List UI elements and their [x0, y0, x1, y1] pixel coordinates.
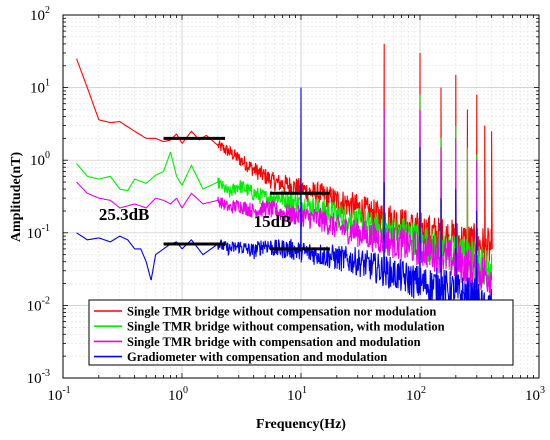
- tick-exponent: 3: [540, 385, 545, 396]
- tick-base: 10: [47, 388, 62, 404]
- tick-exponent: -3: [42, 368, 50, 379]
- legend-label-2: Single TMR bridge without compensation, …: [127, 320, 445, 334]
- annotations: 25.3dB 15dB: [99, 205, 292, 231]
- x-tick-label: 10-1: [47, 385, 70, 404]
- x-tick-label: 102: [406, 385, 426, 404]
- series-lines: [76, 43, 493, 330]
- tick-base: 10: [168, 388, 183, 404]
- tick-exponent: -1: [62, 385, 70, 396]
- legend-entries: Single TMR bridge without compensation n…: [94, 305, 445, 364]
- x-tick-label: 101: [287, 385, 307, 404]
- y-tick-label: 102: [30, 5, 50, 24]
- y-tick-label: 10-2: [27, 295, 50, 314]
- x-tick-labels: 10-1 100 101 102 103: [47, 385, 545, 404]
- legend-label-3: Single TMR bridge with compensation and …: [127, 335, 421, 349]
- tick-exponent: 0: [183, 385, 188, 396]
- legend-label-4: Gradiometer with compensation and modula…: [127, 350, 387, 364]
- series-line-3: [76, 109, 493, 296]
- tick-base: 10: [30, 153, 45, 169]
- x-tick-label: 103: [525, 385, 545, 404]
- tick-exponent: 2: [45, 5, 50, 16]
- x-axis-title: Frequency(Hz): [256, 417, 346, 432]
- axis-ticks: [62, 15, 539, 379]
- y-tick-label: 10-3: [27, 368, 50, 387]
- legend-label-1: Single TMR bridge without compensation n…: [127, 305, 436, 319]
- tick-base: 10: [287, 388, 302, 404]
- reference-lines: [163, 136, 330, 251]
- tick-base: 10: [525, 388, 540, 404]
- y-tick-label: 10-1: [27, 223, 50, 242]
- tick-exponent: 0: [45, 150, 50, 161]
- annotation-2: 15dB: [254, 212, 292, 231]
- tick-exponent: 1: [302, 385, 307, 396]
- y-tick-label: 101: [30, 78, 50, 97]
- tick-exponent: 1: [45, 78, 50, 89]
- tick-exponent: -2: [42, 295, 50, 306]
- tick-base: 10: [406, 388, 421, 404]
- tick-base: 10: [30, 8, 45, 24]
- annotation-1: 25.3dB: [99, 205, 150, 224]
- y-axis-title: Amplitude(nT): [9, 152, 24, 243]
- tick-exponent: 2: [421, 385, 426, 396]
- legend: Single TMR bridge without compensation n…: [88, 299, 514, 366]
- legend-box: [88, 299, 514, 366]
- tick-base: 10: [27, 226, 42, 242]
- x-tick-label: 100: [168, 385, 188, 404]
- tick-base: 10: [27, 371, 42, 387]
- tick-base: 10: [30, 81, 45, 97]
- tick-exponent: -1: [42, 223, 50, 234]
- tick-base: 10: [27, 298, 42, 314]
- series-line-4: [76, 87, 493, 330]
- y-tick-label: 100: [30, 150, 50, 169]
